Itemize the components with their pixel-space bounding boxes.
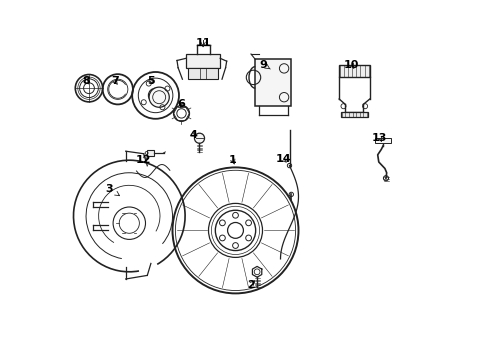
Text: 13: 13 xyxy=(371,132,386,143)
Circle shape xyxy=(149,87,169,107)
Bar xyxy=(374,138,390,143)
Circle shape xyxy=(194,133,204,143)
Text: 8: 8 xyxy=(82,76,90,86)
Bar xyxy=(255,59,291,106)
Text: 7: 7 xyxy=(111,76,119,86)
Bar xyxy=(146,150,153,156)
Text: 1: 1 xyxy=(229,155,236,165)
Text: 4: 4 xyxy=(189,130,197,140)
Text: 12: 12 xyxy=(135,155,150,165)
Text: 9: 9 xyxy=(259,60,270,70)
Bar xyxy=(185,54,220,68)
Text: 2: 2 xyxy=(246,280,254,290)
Bar xyxy=(340,112,367,117)
Bar xyxy=(339,65,369,77)
Text: 5: 5 xyxy=(147,76,154,86)
Text: 14: 14 xyxy=(275,154,290,164)
Text: 3: 3 xyxy=(105,184,119,196)
Bar xyxy=(187,68,218,79)
Text: 11: 11 xyxy=(195,38,210,48)
Text: 6: 6 xyxy=(177,99,184,109)
Text: 10: 10 xyxy=(344,60,359,70)
